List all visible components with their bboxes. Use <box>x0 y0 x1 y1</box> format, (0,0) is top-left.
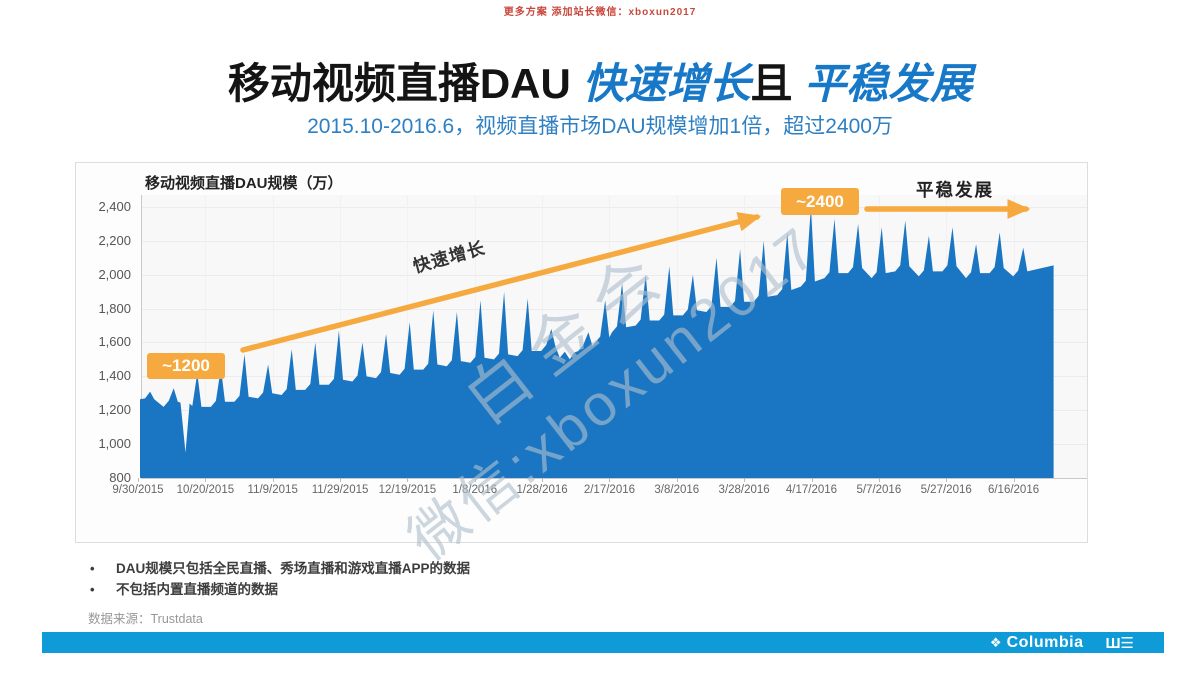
bullet-icon: • <box>90 582 95 597</box>
area-series <box>140 207 1054 478</box>
stable-annotation-label: 平稳发展 <box>916 180 994 200</box>
x-axis-tick <box>205 478 207 482</box>
footnote-text: DAU规模只包括全民直播、秀场直播和游戏直播APP的数据 <box>116 561 471 576</box>
slide-title: 移动视频直播DAU 快速增长且 平稳发展 <box>0 50 1200 111</box>
x-axis-label: 2/17/2016 <box>583 484 636 496</box>
y-axis-label: 800 <box>109 469 131 485</box>
x-axis-tick <box>1013 478 1015 482</box>
x-axis-label: 3/8/2016 <box>654 484 700 496</box>
gridline <box>205 195 207 478</box>
x-axis-tick <box>474 478 476 482</box>
x-axis-label: 5/7/2016 <box>856 484 902 496</box>
x-axis-label: 6/16/2016 <box>987 484 1040 496</box>
y-axis-label: 2,000 <box>98 266 131 282</box>
title-segment-black-1: 移动视频直播DAU <box>227 60 583 107</box>
x-axis-tick <box>878 478 880 482</box>
x-axis-label: 9/30/2015 <box>112 484 164 496</box>
x-axis-tick <box>609 478 611 482</box>
x-axis-tick <box>946 478 948 482</box>
y-axis-line <box>141 195 142 478</box>
x-axis-tick <box>272 478 274 482</box>
footer-bar: ❖ Columbia Ш☰ <box>42 632 1164 653</box>
x-axis-label: 12/19/2015 <box>378 484 437 496</box>
footnote-item: • 不包括内置直播频道的数据 <box>88 579 470 600</box>
x-axis-tick <box>811 478 813 482</box>
peak-value-badge: ~2400 <box>781 188 859 215</box>
x-axis-tick <box>744 478 746 482</box>
x-axis-label: 4/17/2016 <box>785 484 838 496</box>
x-axis-label: 11/9/2015 <box>247 484 298 496</box>
we-logo: Ш☰ <box>1105 634 1134 652</box>
y-axis-label: 2,200 <box>98 232 131 248</box>
dau-area-chart <box>140 207 1054 478</box>
y-axis-label: 1,400 <box>98 368 131 384</box>
y-axis-label: 2,400 <box>98 199 131 214</box>
x-axis-label: 1/8/2016 <box>452 484 498 496</box>
x-axis-tick <box>407 478 409 482</box>
title-segment-accent-1: 快速增长 <box>582 60 751 107</box>
promo-text: 更多方案 添加站长微信：xboxun2017 <box>503 7 697 18</box>
chart-title: 移动视频直播DAU规模（万） <box>145 175 343 192</box>
data-source: 数据来源：Trustdata <box>88 608 203 627</box>
x-axis-tick <box>676 478 678 482</box>
source-label: 数据来源： <box>88 612 151 626</box>
footnote-text: 不包括内置直播频道的数据 <box>116 582 278 597</box>
bullet-icon: • <box>90 561 95 576</box>
x-axis-label: 10/20/2015 <box>176 484 235 496</box>
x-axis-tick <box>138 478 139 482</box>
columbia-wordmark: Columbia <box>1006 633 1084 651</box>
title-segment-black-2: 且 <box>750 60 793 107</box>
x-axis-line <box>141 478 1087 479</box>
start-value-badge: ~1200 <box>147 353 225 379</box>
x-axis-label: 1/28/2016 <box>516 484 568 496</box>
x-axis-label: 3/28/2016 <box>718 484 770 496</box>
footnote-list: • DAU规模只包括全民直播、秀场直播和游戏直播APP的数据 • 不包括内置直播频道… <box>88 558 470 600</box>
x-axis-label: 11/29/2015 <box>311 484 369 496</box>
x-axis-tick <box>340 478 342 482</box>
gridline <box>141 207 1087 208</box>
slide-subtitle: 2015.10-2016.6，视频直播市场DAU规模增加1倍，超过2400万 <box>307 115 893 138</box>
x-axis-label: 5/27/2016 <box>920 484 972 496</box>
y-axis-label: 1,000 <box>98 435 131 451</box>
x-axis-tick <box>542 478 544 482</box>
y-axis-label: 1,200 <box>98 402 131 418</box>
footnote-item: • DAU规模只包括全民直播、秀场直播和游戏直播APP的数据 <box>88 558 470 579</box>
source-value: Trustdata <box>150 612 203 626</box>
y-axis-label: 1,600 <box>98 334 131 350</box>
title-segment-accent-2: 平稳发展 <box>792 60 973 107</box>
columbia-logo: ❖ Columbia <box>990 634 1084 652</box>
columbia-diamond-icon: ❖ <box>989 635 1002 650</box>
y-axis-label: 1,800 <box>98 300 131 316</box>
